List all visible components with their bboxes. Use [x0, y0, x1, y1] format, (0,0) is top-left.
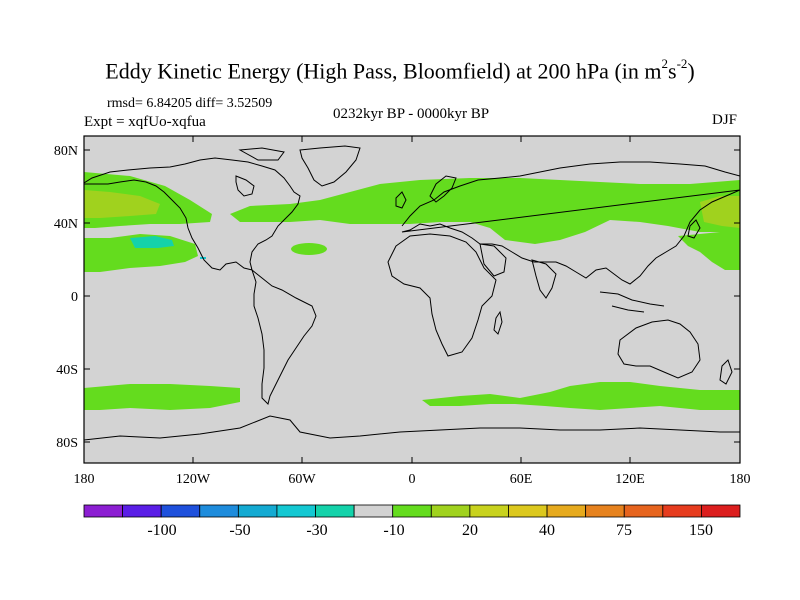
coast-hudson-bay — [235, 175, 255, 197]
colorbar-labels: -100 -50 -30 -10 20 40 75 150 — [147, 522, 713, 539]
colorbar-label: -100 — [147, 522, 176, 539]
coast-eurasia — [401, 161, 740, 285]
lon-label-180w: 180 — [74, 472, 95, 487]
colorbar — [83, 504, 741, 518]
colorbar-swatch — [122, 504, 162, 518]
coast-australia — [617, 319, 701, 379]
colorbar-swatch — [199, 504, 239, 518]
lat-label-40s: 40S — [56, 363, 78, 378]
lat-label-80n: 80N — [54, 144, 78, 159]
stats-label: rmsd= 6.84205 diff= 3.52509 — [107, 96, 273, 111]
colorbar-swatch — [430, 504, 471, 518]
coast-arabia — [479, 243, 507, 277]
coast-africa — [387, 233, 497, 357]
lon-labels: 180 120W 60W 0 60E 120E 180 — [74, 472, 751, 487]
coast-uk — [395, 191, 407, 209]
lat-tick-marks — [84, 149, 740, 443]
colorbar-swatch — [237, 504, 278, 518]
sh-band-left — [84, 384, 240, 410]
coast-greenland — [299, 145, 361, 187]
colorbar-swatch — [469, 504, 509, 518]
coast-indonesia — [599, 291, 665, 313]
coast-new-zealand — [719, 359, 733, 385]
colorbar-label: 150 — [689, 522, 713, 539]
lat-label-0: 0 — [71, 290, 78, 305]
negative-patch — [130, 236, 174, 248]
coast-north-america — [84, 157, 301, 271]
nh-pacific-core-right — [700, 196, 740, 228]
colorbar-swatch — [546, 504, 587, 518]
lon-label-120w: 120W — [176, 472, 211, 487]
chart-title: Eddy Kinetic Energy (High Pass, Bloomfie… — [105, 56, 695, 84]
lat-label-40n: 40N — [54, 217, 78, 232]
colorbar-swatch — [623, 504, 664, 518]
colorbar-swatch — [276, 504, 316, 518]
colorbar-label: -30 — [306, 522, 327, 539]
lon-label-0: 0 — [409, 472, 416, 487]
field-anomalies — [84, 145, 740, 441]
colorbar-label: -50 — [229, 522, 250, 539]
lat-label-80s: 80S — [56, 436, 78, 451]
colorbar-swatch — [392, 504, 432, 518]
experiment-label: Expt = xqfUo-xqfua — [84, 114, 206, 130]
sh-band-right — [422, 382, 740, 410]
colorbar-label: -10 — [383, 522, 404, 539]
colorbar-swatch — [701, 504, 741, 518]
atlantic-blob — [291, 243, 327, 255]
coast-japan — [687, 219, 701, 239]
lon-label-60w: 60W — [288, 472, 316, 487]
lon-tick-marks — [83, 136, 741, 463]
coast-scandinavia — [429, 175, 457, 203]
colorbar-label: 40 — [539, 522, 555, 539]
colorbar-swatch — [160, 504, 201, 518]
coast-arctic-islands — [238, 147, 285, 161]
coast-india — [531, 259, 557, 299]
colorbar-swatch — [508, 504, 548, 518]
nh-pacific-core-left — [84, 190, 160, 218]
coastlines — [84, 145, 740, 441]
colorbar-label: 75 — [616, 522, 632, 539]
coast-madagascar — [493, 310, 503, 335]
nh-atlantic-eurasia-band — [230, 178, 740, 244]
lat-labels: 80N 40N 0 40S 80S — [54, 144, 78, 451]
colorbar-swatch — [662, 504, 702, 518]
subtropical-band-right — [678, 232, 740, 270]
colorbar-swatch — [315, 504, 355, 518]
colorbar-swatch — [585, 504, 625, 518]
colorbar-swatch — [83, 504, 123, 518]
lon-label-60e: 60E — [510, 472, 533, 487]
colorbar-label: 20 — [462, 522, 478, 539]
period-label: 0232kyr BP - 0000kyr BP — [332, 106, 490, 122]
coast-south-america — [250, 268, 317, 405]
season-label: DJF — [712, 112, 738, 128]
lon-label-120e: 120E — [615, 472, 645, 487]
lon-label-180e: 180 — [730, 472, 751, 487]
coast-antarctica — [84, 415, 740, 441]
colorbar-swatch — [353, 504, 394, 518]
